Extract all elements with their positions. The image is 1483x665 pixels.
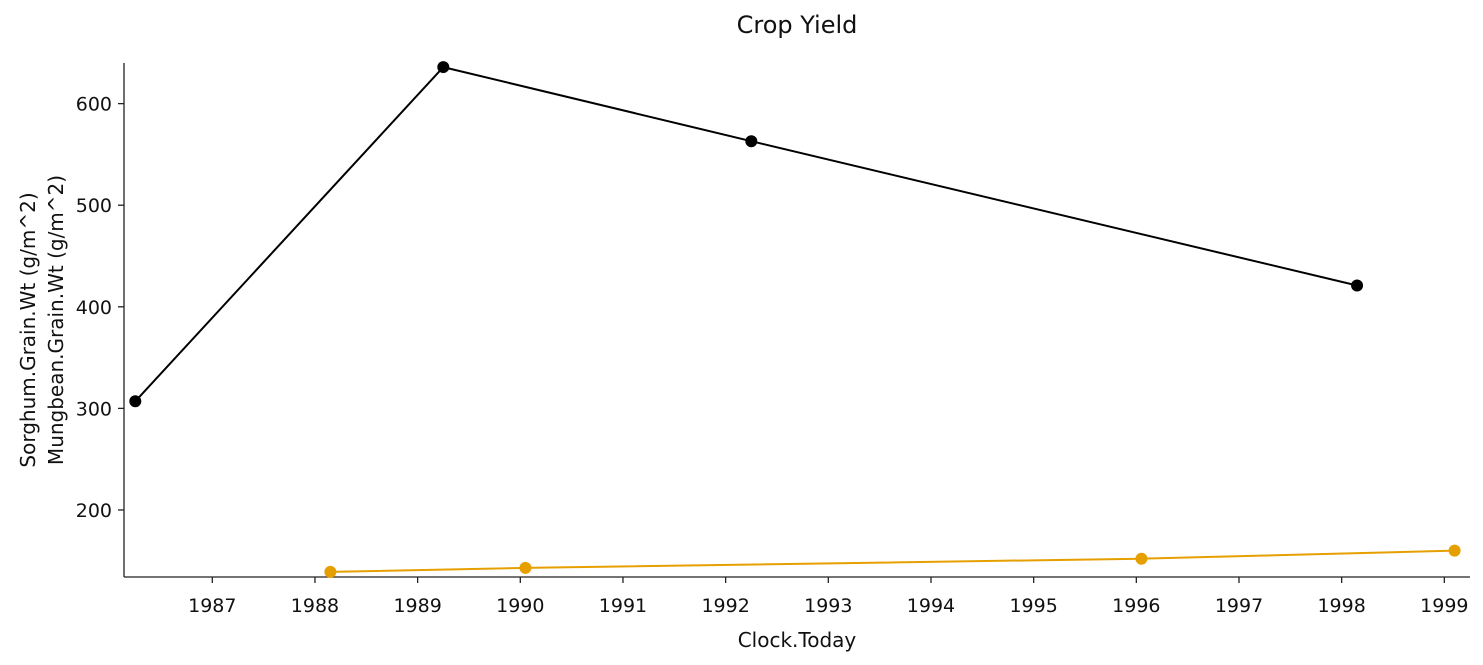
y-ticks: 200 300 400 500 600 (76, 94, 124, 522)
y-tick-label: 200 (76, 500, 112, 522)
y-axis-label-sorghum: Sorghum.Grain.Wt (g/m^2) (16, 192, 40, 467)
x-tick-label: 1991 (599, 595, 647, 617)
data-point (437, 61, 450, 74)
x-tick-label: 1993 (804, 595, 852, 617)
series-line (134, 65, 1358, 402)
data-point (745, 135, 758, 148)
x-tick-label: 1987 (188, 595, 236, 617)
x-axis-label: Clock.Today (738, 628, 857, 652)
x-tick-label: 1995 (1009, 595, 1057, 617)
series-1 (324, 544, 1461, 578)
x-tick-label: 1988 (291, 595, 339, 617)
data-point (519, 561, 532, 574)
data-point (1135, 552, 1148, 565)
y-tick-label: 400 (76, 297, 112, 319)
data-point (1351, 279, 1364, 292)
x-tick-label: 1992 (701, 595, 749, 617)
y-axis-labels: Sorghum.Grain.Wt (g/m^2) Mungbean.Grain.… (16, 175, 68, 468)
chart-title: Crop Yield (737, 11, 858, 39)
y-axis-label-mungbean: Mungbean.Grain.Wt (g/m^2) (44, 175, 68, 465)
x-tick-label: 1996 (1112, 595, 1160, 617)
data-point (1448, 544, 1461, 557)
data-point (129, 395, 142, 408)
x-tick-label: 1990 (496, 595, 544, 617)
x-tick-label: 1994 (907, 595, 955, 617)
series-0 (129, 61, 1364, 408)
y-tick-label: 300 (76, 398, 112, 420)
series-layer (129, 61, 1461, 578)
axes (123, 63, 1470, 578)
data-point (324, 565, 337, 578)
x-tick-label: 1989 (393, 595, 441, 617)
x-tick-label: 1998 (1317, 595, 1365, 617)
series-line (330, 549, 1455, 573)
x-tick-label: 1997 (1215, 595, 1263, 617)
y-tick-label: 600 (76, 94, 112, 116)
x-tick-label: 1999 (1420, 595, 1468, 617)
y-tick-label: 500 (76, 195, 112, 217)
x-ticks: 1987 1988 1989 1990 1991 1992 1993 1994 1995 1996… (188, 577, 1469, 617)
